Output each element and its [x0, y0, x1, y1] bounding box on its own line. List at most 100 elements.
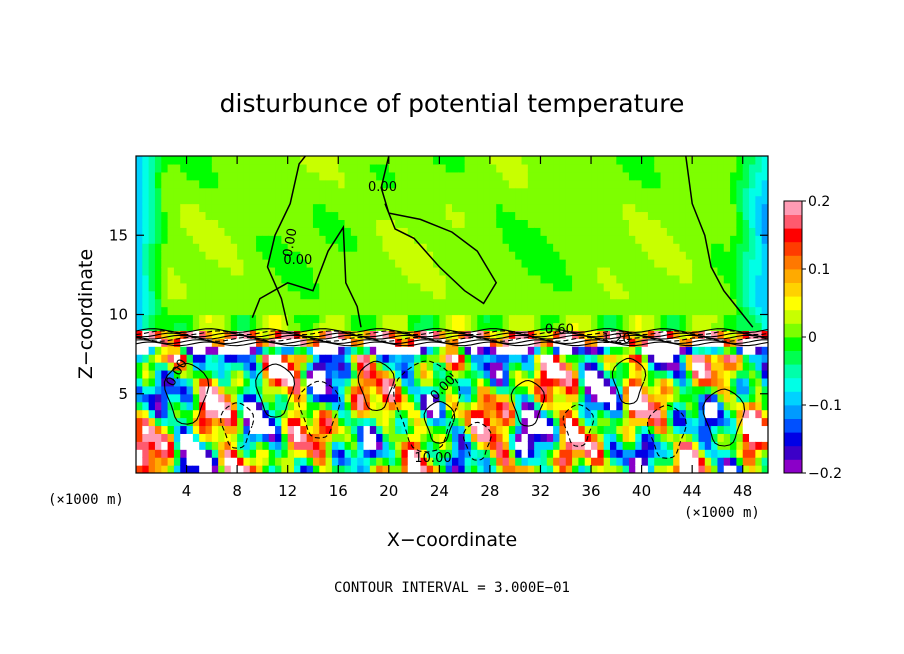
- heatmap-cell: [224, 377, 232, 387]
- heatmap-cell: [224, 290, 232, 300]
- heatmap-cell: [489, 330, 497, 339]
- heatmap-cell: [357, 274, 365, 284]
- heatmap-cell: [173, 282, 181, 292]
- heatmap-cell: [369, 425, 377, 434]
- heatmap-cell: [717, 259, 725, 268]
- heatmap-cell: [338, 322, 346, 331]
- heatmap-cell: [199, 417, 207, 427]
- heatmap-cell: [723, 369, 731, 379]
- heatmap-cell: [154, 362, 162, 371]
- heatmap-cell: [749, 187, 756, 197]
- heatmap-cell: [407, 385, 415, 395]
- heatmap-cell: [357, 409, 365, 419]
- heatmap-cell: [319, 227, 327, 236]
- heatmap-cell: [692, 203, 700, 213]
- heatmap-cell: [578, 393, 586, 403]
- heatmap-cell: [395, 425, 403, 434]
- heatmap-cell: [382, 322, 390, 331]
- heatmap-cell: [755, 330, 763, 339]
- heatmap-cell: [369, 156, 377, 165]
- contour-line: [392, 360, 461, 453]
- heatmap-cell: [508, 322, 516, 331]
- heatmap-cell: [483, 362, 491, 371]
- heatmap-cell: [452, 187, 459, 197]
- heatmap-cell: [306, 393, 314, 403]
- heatmap-cell: [306, 274, 314, 284]
- heatmap-cell: [736, 385, 744, 395]
- heatmap-cell: [692, 163, 700, 173]
- heatmap-cell: [154, 227, 162, 236]
- heatmap-cell: [262, 211, 270, 220]
- heatmap-cell: [357, 266, 365, 276]
- heatmap-cell: [698, 227, 706, 236]
- heatmap-cell: [717, 346, 725, 355]
- heatmap-cell: [218, 251, 226, 260]
- heatmap-cell: [736, 338, 744, 347]
- heatmap-cell: [230, 306, 238, 316]
- heatmap-cell: [395, 227, 403, 236]
- heatmap-cell: [218, 417, 226, 427]
- heatmap-cell: [167, 338, 175, 347]
- heatmap-cell: [142, 171, 150, 181]
- heatmap-cell: [338, 156, 346, 165]
- heatmap-cell: [369, 409, 377, 419]
- heatmap-cell: [445, 274, 453, 284]
- heatmap-cell: [641, 219, 649, 228]
- heatmap-cell: [742, 441, 750, 450]
- heatmap-cell: [281, 409, 289, 419]
- heatmap-cell: [470, 449, 478, 458]
- heatmap-cell: [205, 322, 213, 331]
- heatmap-cell: [736, 298, 744, 308]
- heatmap-cell: [546, 306, 554, 316]
- heatmap-cell: [369, 465, 377, 473]
- heatmap-cell: [597, 274, 605, 284]
- heatmap-cell: [572, 274, 579, 284]
- heatmap-cell: [136, 346, 143, 355]
- heatmap-cell: [136, 385, 143, 395]
- heatmap-cell: [414, 179, 421, 189]
- heatmap-cell: [534, 306, 542, 316]
- heatmap-cell: [685, 251, 693, 260]
- heatmap-cell: [597, 187, 605, 197]
- heatmap-cell: [395, 369, 403, 379]
- heatmap-cell: [698, 179, 706, 189]
- colorbar-swatch: [784, 201, 802, 215]
- heatmap-cell: [173, 377, 181, 387]
- heatmap-cell: [502, 338, 510, 347]
- heatmap-cell: [572, 330, 579, 339]
- heatmap-cell: [237, 385, 245, 395]
- heatmap-cell: [167, 385, 175, 395]
- heatmap-cell: [243, 171, 251, 181]
- heatmap-cell: [420, 457, 428, 466]
- heatmap-cell: [578, 195, 586, 205]
- heatmap-cell: [363, 377, 371, 387]
- heatmap-cell: [312, 235, 320, 244]
- heatmap-cell: [553, 298, 561, 308]
- heatmap-cell: [338, 354, 346, 363]
- heatmap-cell: [635, 385, 643, 395]
- heatmap-cell: [660, 290, 668, 300]
- heatmap-cell: [154, 235, 162, 244]
- heatmap-cell: [218, 179, 226, 189]
- heatmap-cell: [755, 409, 763, 419]
- heatmap-cell: [616, 433, 624, 442]
- heatmap-cell: [173, 187, 181, 197]
- heatmap-cell: [698, 251, 706, 260]
- heatmap-cell: [439, 187, 447, 197]
- heatmap-cell: [237, 203, 245, 213]
- heatmap-cell: [414, 211, 421, 220]
- heatmap-cell: [243, 195, 251, 205]
- heatmap-cell: [180, 171, 188, 181]
- heatmap-cell: [458, 330, 466, 339]
- heatmap-cell: [591, 203, 598, 213]
- heatmap-cell: [319, 314, 327, 324]
- heatmap-cell: [388, 449, 396, 458]
- heatmap-cell: [521, 219, 529, 228]
- heatmap-cell: [761, 465, 768, 473]
- heatmap-cell: [477, 227, 485, 236]
- heatmap-cell: [218, 346, 226, 355]
- heatmap-cell: [502, 195, 510, 205]
- heatmap-cell: [167, 377, 175, 387]
- heatmap-cell: [224, 187, 232, 197]
- heatmap-cell: [647, 171, 655, 181]
